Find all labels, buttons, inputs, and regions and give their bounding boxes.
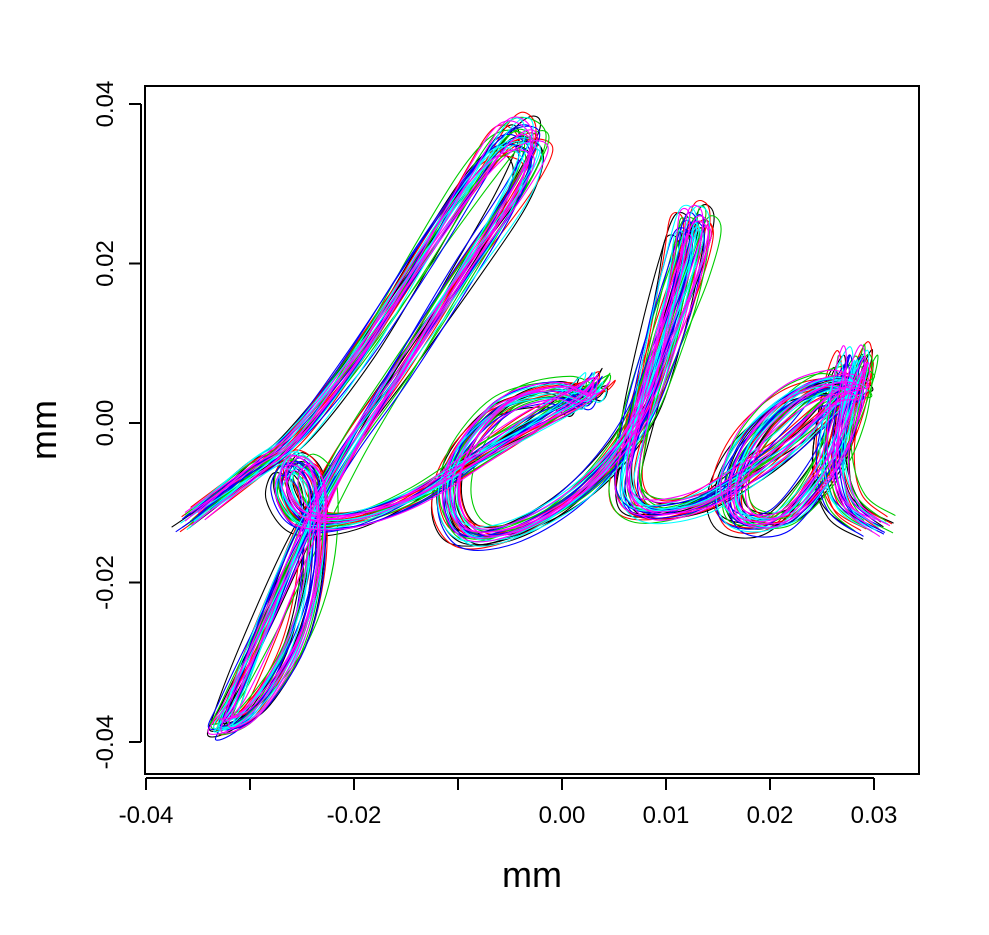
x-tick-label: 0.03 [851, 802, 898, 829]
y-axis: -0.04 -0.02 0.00 0.02 0.04 [92, 81, 142, 770]
x-axis-title: mm [502, 854, 562, 895]
trajectory-line [190, 120, 876, 729]
trajectory-line [182, 133, 882, 731]
y-tick-label: 0.02 [92, 240, 119, 287]
y-tick-label: -0.02 [92, 555, 119, 610]
y-tick-label: 0.00 [92, 400, 119, 447]
x-tick-label: -0.02 [327, 802, 382, 829]
y-axis-title: mm [23, 400, 64, 460]
trajectory-line [189, 129, 865, 729]
trajectory-line [204, 140, 882, 719]
trajectory-line [197, 129, 874, 720]
x-tick-label: 0.02 [747, 802, 794, 829]
trajectory-line [191, 149, 867, 722]
x-axis: -0.04 -0.02 0.00 0.01 0.02 0.03 [119, 777, 898, 829]
x-tick-label: -0.04 [119, 802, 174, 829]
x-tick-label: 0.00 [539, 802, 586, 829]
y-tick-label: -0.04 [92, 715, 119, 770]
plot-frame [144, 85, 920, 775]
trajectory-line [193, 137, 877, 722]
trajectory-line [209, 130, 887, 716]
y-tick-label: 0.04 [92, 81, 119, 128]
x-tick-label: 0.01 [643, 802, 690, 829]
trajectory-traces [171, 111, 896, 741]
trajectory-line [184, 128, 894, 735]
trajectory-line [184, 116, 891, 734]
